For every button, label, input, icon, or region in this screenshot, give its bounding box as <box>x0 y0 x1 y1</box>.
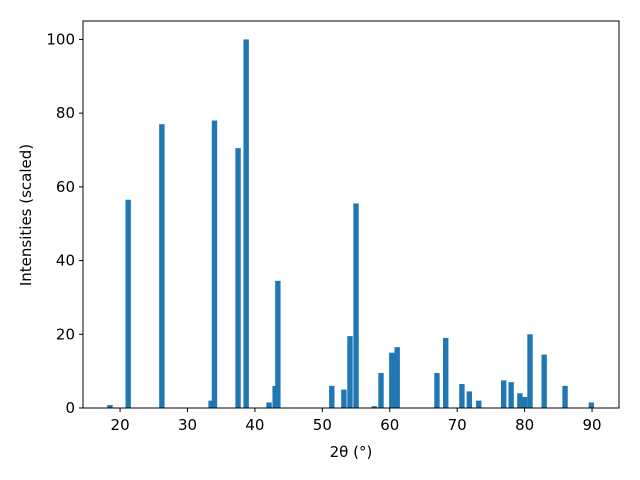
bar <box>443 337 449 408</box>
bar <box>235 148 241 408</box>
bar <box>266 402 272 408</box>
x-axis-label: 2θ (°) <box>330 443 373 461</box>
x-tick-label: 20 <box>111 416 130 434</box>
x-tick-label: 90 <box>582 416 601 434</box>
bar <box>371 406 377 408</box>
y-tick-label: 100 <box>46 30 75 48</box>
bar <box>459 384 465 408</box>
x-tick-label: 60 <box>380 416 399 434</box>
bar <box>508 382 514 408</box>
bar <box>243 39 249 409</box>
bar <box>107 405 113 408</box>
bar <box>211 120 218 408</box>
bar <box>208 400 214 408</box>
bar <box>329 385 335 408</box>
bar <box>501 380 507 408</box>
bar <box>353 203 359 408</box>
bar <box>434 372 440 408</box>
bar <box>125 199 131 408</box>
bar <box>521 396 528 408</box>
bar <box>394 347 400 408</box>
bar <box>562 385 568 408</box>
bar <box>347 336 353 408</box>
y-tick-label: 0 <box>65 399 75 417</box>
bar <box>341 389 347 408</box>
x-tick-label: 30 <box>178 416 197 434</box>
bar <box>527 334 533 408</box>
bar <box>389 352 395 408</box>
y-axis-label: Intensities (scaled) <box>17 144 35 286</box>
bar <box>588 402 595 408</box>
y-tick-label: 20 <box>56 325 75 343</box>
bar <box>466 391 473 408</box>
bar <box>476 400 482 408</box>
bar <box>517 393 523 408</box>
x-tick-label: 80 <box>515 416 534 434</box>
bar <box>378 372 384 408</box>
x-tick-label: 40 <box>245 416 264 434</box>
y-tick-label: 40 <box>56 252 75 270</box>
bar <box>275 280 281 408</box>
axes-frame <box>82 20 620 409</box>
x-tick-label: 50 <box>313 416 332 434</box>
bar <box>541 354 547 408</box>
y-tick-label: 80 <box>56 104 75 122</box>
y-tick-label: 60 <box>56 178 75 196</box>
bar <box>159 124 165 408</box>
x-tick-label: 70 <box>448 416 467 434</box>
